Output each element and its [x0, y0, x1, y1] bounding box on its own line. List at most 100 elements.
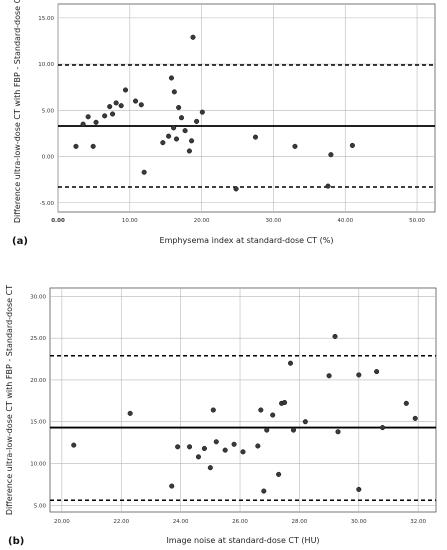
x-axis-label: Emphysema index at standard-dose CT (%) — [160, 236, 334, 245]
data-point — [171, 125, 177, 131]
data-point — [287, 360, 294, 366]
data-point — [207, 465, 213, 471]
y-tick-label: 25.00 — [30, 336, 46, 342]
data-point — [169, 483, 175, 489]
data-point — [374, 369, 380, 375]
panel-label: (b) — [8, 536, 24, 547]
data-point — [127, 410, 133, 416]
data-point — [233, 186, 239, 192]
data-point — [349, 142, 355, 148]
y-tick-label: 15.00 — [30, 420, 46, 426]
data-point — [160, 140, 166, 146]
data-point — [189, 138, 195, 144]
data-point — [175, 444, 181, 450]
data-point — [326, 373, 332, 379]
x-tick-label: 30.00 — [266, 218, 282, 224]
chart-panel-b: 20.00 22.00 24.00 26.00 28.00 30.00 32.00 5.00 1… — [5, 285, 437, 547]
data-point — [325, 183, 331, 189]
data-point — [335, 429, 341, 435]
y-tick-label: -5.00 — [40, 201, 55, 207]
x-tick-label: 26.00 — [232, 519, 248, 525]
y-tick-label: 0.00 — [42, 155, 55, 161]
data-point — [302, 419, 308, 425]
data-point — [195, 454, 202, 460]
y-tick-label: 10.00 — [30, 462, 46, 468]
data-point — [328, 152, 334, 158]
data-point — [210, 407, 216, 413]
data-point — [264, 427, 270, 433]
data-point — [178, 115, 185, 121]
data-point — [270, 412, 276, 418]
data-point — [231, 441, 237, 447]
data-point — [187, 444, 193, 450]
x-tick-label: 22.00 — [113, 519, 129, 525]
x-tick-label: 20.00 — [54, 519, 70, 525]
data-point — [201, 445, 207, 452]
data-point — [199, 109, 205, 115]
plot-area — [49, 287, 437, 513]
y-tick-label: 20.00 — [30, 378, 46, 384]
data-point — [276, 471, 282, 477]
data-point — [102, 113, 108, 119]
x-tick-label: 40.00 — [337, 218, 353, 224]
data-point — [412, 415, 418, 421]
y-tick-label: 5.00 — [34, 503, 47, 509]
y-tick-label: 10.00 — [38, 62, 54, 68]
data-point — [113, 100, 119, 106]
data-point — [133, 98, 139, 104]
panel-label: (a) — [12, 236, 28, 247]
x-tick-label: 10.00 — [122, 218, 138, 224]
y-axis-label: Difference ultra-low-dose CT with FBP - … — [13, 0, 22, 223]
data-point — [93, 119, 99, 125]
data-point — [255, 443, 261, 449]
data-point — [258, 407, 264, 413]
x-tick-label: 0.00 — [51, 218, 65, 224]
y-tick-label: 30.00 — [30, 294, 46, 300]
plot-area — [57, 3, 436, 213]
chart-panel-a: 0.00 10.00 20.00 30.00 40.00 50.00 -5.00 0.00 5.… — [12, 0, 436, 247]
data-point — [141, 169, 147, 175]
data-point — [173, 136, 180, 142]
data-point — [71, 442, 77, 448]
x-tick-label: 32.00 — [410, 519, 426, 525]
data-point — [85, 114, 91, 120]
x-tick-label: 28.00 — [292, 519, 308, 525]
data-point — [356, 372, 362, 378]
data-point — [171, 89, 177, 95]
y-tick-label: 15.00 — [38, 16, 54, 22]
data-point — [332, 333, 338, 340]
data-point — [182, 128, 188, 134]
x-tick-label: 50.00 — [409, 218, 425, 224]
data-point — [222, 447, 228, 453]
data-point — [118, 103, 124, 109]
data-point — [122, 87, 129, 93]
data-point — [80, 121, 86, 127]
x-tick-label: 24.00 — [173, 519, 189, 525]
x-tick-label: 30.00 — [351, 519, 367, 525]
data-point — [240, 449, 246, 455]
data-point — [252, 134, 259, 140]
data-point — [292, 143, 298, 149]
data-point — [107, 104, 113, 110]
data-point — [282, 399, 288, 406]
data-point — [290, 427, 297, 433]
data-point — [213, 439, 219, 445]
x-axis-label: Image noise at standard-dose CT (HU) — [166, 536, 319, 545]
data-point — [380, 425, 386, 431]
y-axis-label: Difference ultra-low-dose CT with FBP - … — [5, 285, 14, 515]
y-tick-label: 5.00 — [42, 108, 55, 114]
data-point — [90, 143, 96, 149]
data-point — [403, 400, 409, 406]
data-point — [190, 34, 196, 40]
x-tick-label: 20.00 — [194, 218, 210, 224]
data-point — [110, 111, 116, 117]
data-point — [261, 488, 267, 494]
data-point — [176, 104, 182, 111]
data-point — [73, 143, 79, 149]
data-point — [168, 75, 175, 81]
data-point — [186, 148, 192, 154]
data-point — [138, 102, 144, 108]
data-point — [166, 133, 172, 139]
data-point — [194, 118, 200, 124]
